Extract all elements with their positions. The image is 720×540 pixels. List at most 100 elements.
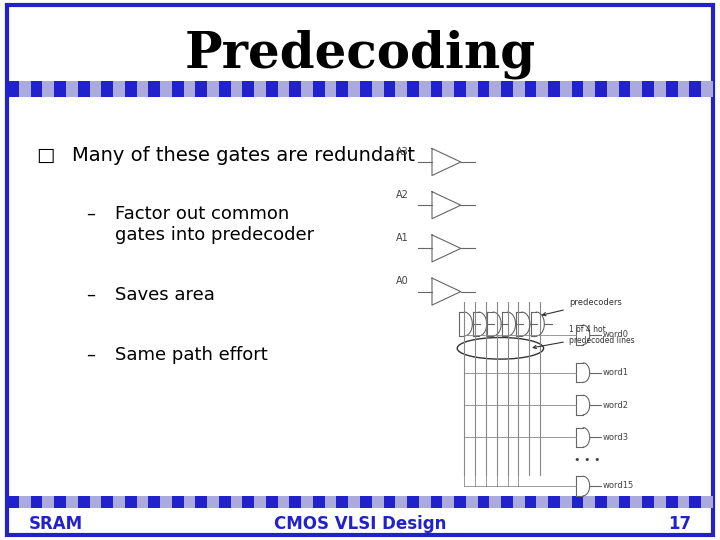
- Bar: [243, 81, 254, 97]
- Text: –: –: [86, 346, 95, 363]
- Bar: [184, 496, 195, 508]
- Bar: [54, 81, 66, 97]
- Bar: [572, 496, 583, 508]
- Bar: [54, 496, 66, 508]
- Bar: [666, 81, 678, 97]
- Bar: [583, 496, 595, 508]
- Bar: [348, 81, 360, 97]
- Bar: [7, 496, 19, 508]
- Bar: [219, 496, 230, 508]
- Bar: [148, 81, 160, 97]
- Bar: [195, 496, 207, 508]
- Bar: [31, 496, 42, 508]
- Bar: [313, 496, 325, 508]
- Bar: [301, 496, 313, 508]
- Text: word0: word0: [603, 330, 629, 339]
- Bar: [325, 496, 336, 508]
- Bar: [431, 496, 442, 508]
- Bar: [419, 496, 431, 508]
- Text: 1 of 4 hot
predecoded lines: 1 of 4 hot predecoded lines: [533, 326, 634, 348]
- Text: –: –: [86, 205, 95, 223]
- Bar: [360, 81, 372, 97]
- Bar: [160, 81, 172, 97]
- Bar: [595, 81, 607, 97]
- Text: A0: A0: [396, 276, 409, 286]
- Bar: [701, 496, 713, 508]
- Bar: [184, 81, 195, 97]
- Bar: [243, 496, 254, 508]
- Text: □: □: [36, 146, 55, 165]
- Bar: [548, 496, 560, 508]
- Bar: [78, 496, 89, 508]
- Bar: [230, 81, 243, 97]
- Text: Saves area: Saves area: [115, 286, 215, 304]
- Bar: [395, 496, 407, 508]
- Bar: [372, 81, 384, 97]
- Bar: [666, 496, 678, 508]
- Bar: [113, 496, 125, 508]
- Text: Factor out common
gates into predecoder: Factor out common gates into predecoder: [115, 205, 315, 244]
- Bar: [19, 81, 31, 97]
- Text: A1: A1: [396, 233, 409, 243]
- Bar: [548, 81, 560, 97]
- Bar: [66, 496, 78, 508]
- Bar: [89, 496, 102, 508]
- Text: word2: word2: [603, 401, 629, 409]
- Text: CMOS VLSI Design: CMOS VLSI Design: [274, 515, 446, 533]
- Bar: [631, 496, 642, 508]
- Bar: [407, 496, 419, 508]
- Bar: [113, 81, 125, 97]
- Bar: [254, 81, 266, 97]
- Bar: [477, 496, 490, 508]
- Bar: [654, 496, 666, 508]
- Bar: [7, 81, 19, 97]
- Bar: [501, 496, 513, 508]
- Bar: [642, 496, 654, 508]
- Bar: [125, 496, 137, 508]
- Bar: [618, 496, 631, 508]
- Bar: [360, 496, 372, 508]
- Bar: [301, 81, 313, 97]
- Bar: [137, 81, 148, 97]
- Bar: [419, 81, 431, 97]
- FancyBboxPatch shape: [7, 5, 713, 535]
- Text: word15: word15: [603, 482, 634, 490]
- Bar: [618, 81, 631, 97]
- Bar: [102, 81, 113, 97]
- Bar: [172, 496, 184, 508]
- Text: –: –: [86, 286, 95, 304]
- Bar: [278, 81, 289, 97]
- Text: word1: word1: [603, 368, 629, 377]
- Bar: [631, 81, 642, 97]
- Bar: [536, 496, 548, 508]
- Bar: [701, 81, 713, 97]
- Bar: [689, 81, 701, 97]
- Text: A2: A2: [396, 190, 409, 200]
- Bar: [266, 496, 278, 508]
- Bar: [395, 81, 407, 97]
- Bar: [560, 81, 572, 97]
- Bar: [466, 496, 477, 508]
- Bar: [289, 81, 301, 97]
- Text: SRAM: SRAM: [29, 515, 83, 533]
- Bar: [442, 496, 454, 508]
- Bar: [195, 81, 207, 97]
- Bar: [125, 81, 137, 97]
- Bar: [654, 81, 666, 97]
- Bar: [678, 81, 689, 97]
- Bar: [313, 81, 325, 97]
- Bar: [513, 496, 525, 508]
- Bar: [490, 81, 501, 97]
- Text: Same path effort: Same path effort: [115, 346, 268, 363]
- Bar: [89, 81, 102, 97]
- Bar: [431, 81, 442, 97]
- Text: Predecoding: Predecoding: [184, 29, 536, 79]
- Bar: [536, 81, 548, 97]
- Bar: [42, 81, 54, 97]
- Bar: [595, 496, 607, 508]
- Bar: [148, 496, 160, 508]
- Bar: [266, 81, 278, 97]
- Bar: [525, 496, 536, 508]
- Bar: [289, 496, 301, 508]
- Bar: [230, 496, 243, 508]
